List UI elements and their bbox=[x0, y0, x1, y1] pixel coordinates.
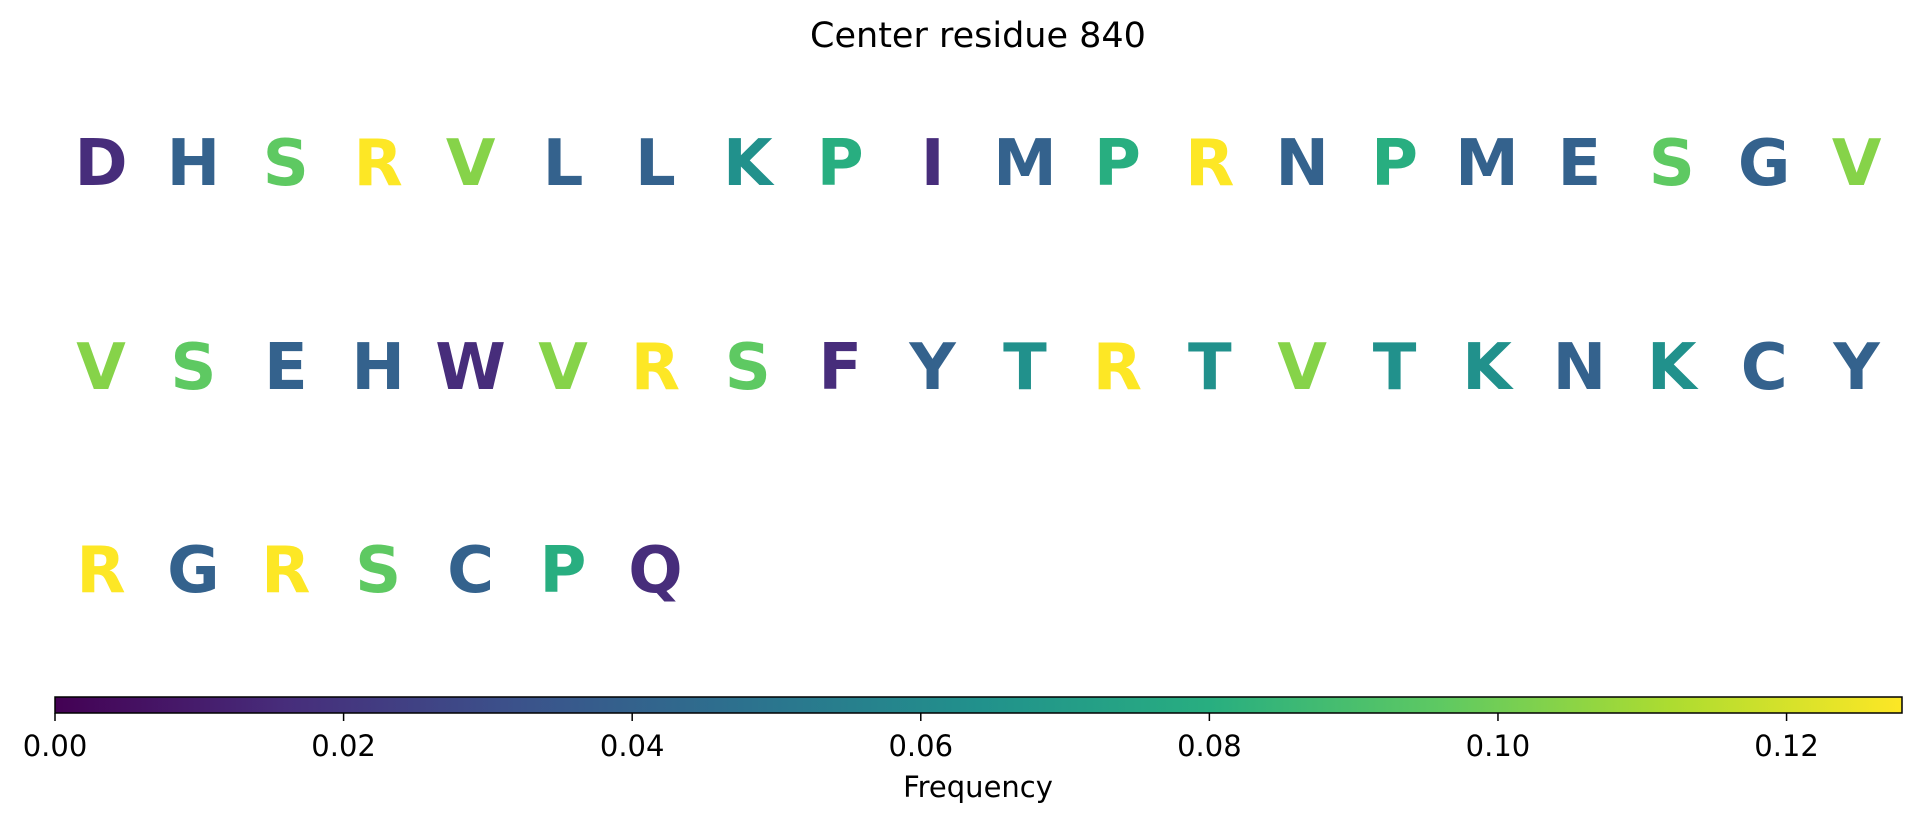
residue-s: S bbox=[355, 534, 401, 608]
residue-r: R bbox=[631, 331, 680, 405]
residue-h: H bbox=[167, 127, 221, 201]
colorbar-tick-label: 0.04 bbox=[600, 729, 665, 763]
residue-p: P bbox=[540, 534, 587, 608]
residue-r: R bbox=[354, 127, 403, 201]
residue-v: V bbox=[76, 331, 126, 405]
residue-c: C bbox=[1741, 331, 1788, 405]
residue-v: V bbox=[1277, 331, 1327, 405]
residue-g: G bbox=[1738, 127, 1791, 201]
colorbar-gradient bbox=[54, 696, 1903, 714]
residue-i: I bbox=[921, 127, 945, 201]
colorbar-tick-label: 0.10 bbox=[1466, 729, 1531, 763]
residue-n: N bbox=[1553, 331, 1607, 405]
residue-v: V bbox=[538, 331, 588, 405]
colorbar-tick-label: 0.06 bbox=[888, 729, 953, 763]
residue-r: R bbox=[261, 534, 310, 608]
residue-m: M bbox=[1455, 127, 1519, 201]
colorbar-tick-label: 0.00 bbox=[23, 729, 88, 763]
colorbar: 0.00 0.02 0.04 0.06 0.08 0.10 0.12 bbox=[23, 696, 1903, 763]
residue-t: T bbox=[1373, 331, 1417, 405]
residue-t: T bbox=[1003, 331, 1047, 405]
residue-k: K bbox=[723, 127, 775, 201]
residue-h: H bbox=[351, 331, 405, 405]
residue-k: K bbox=[1647, 331, 1699, 405]
colorbar-tick-label: 0.12 bbox=[1754, 729, 1819, 763]
residue-n: N bbox=[1275, 127, 1329, 201]
residue-s: S bbox=[1649, 127, 1695, 201]
residue-v: V bbox=[1832, 127, 1882, 201]
residue-e: E bbox=[264, 331, 308, 405]
residue-d: D bbox=[74, 127, 127, 201]
residue-r: R bbox=[1185, 127, 1234, 201]
colorbar-tick-label: 0.08 bbox=[1177, 729, 1242, 763]
residue-f: F bbox=[818, 331, 862, 405]
residue-y: Y bbox=[908, 331, 956, 405]
residue-c: C bbox=[447, 534, 494, 608]
residue-s: S bbox=[725, 331, 771, 405]
residue-e: E bbox=[1558, 127, 1602, 201]
residue-t: T bbox=[1188, 331, 1232, 405]
residue-m: M bbox=[993, 127, 1057, 201]
chart-title: Center residue 840 bbox=[810, 16, 1146, 56]
residue-grid: D H S R V L L K P I M P R N P M E S G VV S E H W V R S F Y T R T V T K N K C Y… bbox=[74, 127, 1881, 608]
residue-k: K bbox=[1462, 331, 1514, 405]
residue-g: G bbox=[167, 534, 220, 608]
residue-p: P bbox=[1094, 127, 1141, 201]
colorbar-ticks: 0.00 0.02 0.04 0.06 0.08 0.10 0.12 bbox=[23, 713, 1819, 763]
residue-s: S bbox=[263, 127, 309, 201]
residue-q: Q bbox=[628, 534, 682, 608]
residue-p: P bbox=[1371, 127, 1418, 201]
residue-r: R bbox=[76, 534, 125, 608]
residue-v: V bbox=[446, 127, 496, 201]
residue-l: L bbox=[635, 127, 676, 201]
residue-w: W bbox=[435, 331, 506, 405]
residue-s: S bbox=[170, 331, 216, 405]
residue-r: R bbox=[1093, 331, 1142, 405]
residue-l: L bbox=[543, 127, 584, 201]
residue-y: Y bbox=[1832, 331, 1880, 405]
colorbar-label: Frequency bbox=[903, 770, 1053, 804]
residue-p: P bbox=[817, 127, 864, 201]
colorbar-tick-label: 0.02 bbox=[311, 729, 376, 763]
